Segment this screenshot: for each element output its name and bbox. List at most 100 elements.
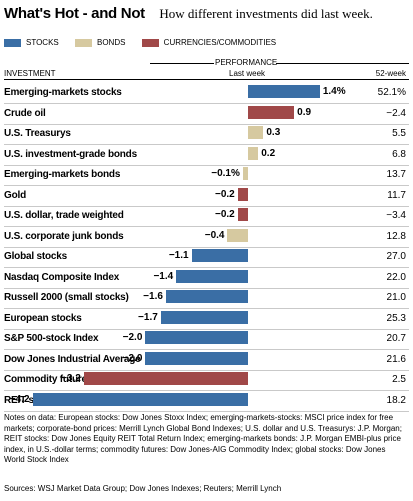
value-label-last-week: −2.0: [122, 352, 143, 364]
row-global-stocks: Global stocks −1.1 27.0: [4, 245, 409, 268]
legend-swatch-stocks: [4, 39, 21, 48]
row-u-s-investment-grade-bonds: U.S. investment-grade bonds 0.2 6.8: [4, 143, 409, 166]
notes: Notes on data: European stocks: Dow Jone…: [4, 413, 402, 464]
row-label: Emerging-markets bonds: [4, 169, 121, 180]
value-label-last-week: −0.2: [215, 209, 235, 220]
row-u-s-corporate-junk-bonds: U.S. corporate junk bonds −0.4 12.8: [4, 225, 409, 248]
value-label-last-week: −1.7: [138, 311, 158, 323]
value-52-week: 22.0: [386, 271, 406, 283]
value-52-week: 18.2: [386, 394, 406, 406]
legend-item-bonds: BONDS: [74, 38, 126, 48]
value-label-last-week: −1.6: [143, 291, 163, 302]
value-52-week: 27.0: [386, 251, 406, 262]
bar-u-s-investment-grade-bonds: [248, 146, 259, 160]
row-russell-2000-small-stocks: Russell 2000 (small stocks) −1.6 21.0: [4, 286, 409, 309]
bar-emerging-markets-bonds: [242, 167, 248, 180]
performance-rule-left: [150, 63, 214, 64]
row-label: U.S. dollar, trade weighted: [4, 210, 124, 221]
bar-nasdaq-composite-index: [176, 269, 248, 283]
bar-global-stocks: [191, 249, 248, 262]
value-label-last-week: 0.3: [266, 127, 281, 138]
value-label-last-week: −4.2: [9, 393, 30, 405]
performance-group-header: PERFORMANCE: [215, 58, 278, 67]
value-label-last-week: −1.4: [153, 270, 174, 282]
bar-reit-stocks: [32, 392, 248, 406]
legend: STOCKS BONDS CURRENCIES/COMMODITIES: [4, 38, 290, 50]
legend-label-commodities: CURRENCIES/COMMODITIES: [163, 38, 277, 48]
value-52-week: 21.0: [386, 292, 406, 303]
row-label: U.S. investment-grade bonds: [4, 148, 137, 160]
bar-european-stocks: [160, 310, 248, 324]
row-nasdaq-composite-index: Nasdaq Composite Index −1.4 22.0: [4, 266, 409, 289]
column-header-investment: INVESTMENT: [4, 69, 56, 78]
row-label: Global stocks: [4, 251, 67, 262]
value-52-week: 2.5: [392, 374, 406, 385]
row-u-s-treasurys: U.S. Treasurys 0.3 5.5: [4, 122, 409, 145]
value-52-week: 6.8: [392, 148, 406, 160]
header: What's Hot - and Not How different inves…: [4, 5, 373, 25]
bar-u-s-treasurys: [248, 126, 264, 139]
sources: Sources: WSJ Market Data Group; Dow Jone…: [4, 484, 282, 493]
value-label-last-week: −1.1: [168, 250, 189, 261]
row-label: U.S. corporate junk bonds: [4, 230, 124, 242]
value-label-last-week: −2.0: [122, 332, 143, 343]
value-label-last-week: 0.9: [297, 106, 312, 118]
value-52-week: 52.1%: [377, 87, 406, 98]
performance-rule-right: [276, 63, 409, 64]
row-label: Russell 2000 (small stocks): [4, 292, 129, 303]
legend-label-bonds: BONDS: [96, 38, 126, 48]
bar-emerging-markets-stocks: [248, 85, 320, 98]
value-52-week: 21.6: [386, 353, 406, 365]
row-label: Commodity futures: [4, 374, 93, 385]
value-label-last-week: −3.2: [61, 373, 81, 384]
value-52-week: 5.5: [392, 128, 406, 139]
value-52-week: −3.4: [386, 210, 406, 221]
row-label: Crude oil: [4, 107, 46, 119]
value-label-last-week: −0.2: [215, 188, 235, 200]
row-reit-stocks: REIT stocks −4.2 18.2: [4, 389, 409, 412]
value-52-week: 25.3: [386, 312, 406, 324]
row-label: European stocks: [4, 312, 82, 324]
chart-title: What's Hot - and Not: [4, 5, 145, 22]
legend-item-stocks: STOCKS: [4, 38, 59, 47]
value-label-last-week: −0.4: [204, 229, 225, 241]
value-52-week: 11.7: [387, 189, 406, 201]
column-header-last-week: Last week: [229, 69, 266, 78]
row-label: Nasdaq Composite Index: [4, 271, 120, 283]
bar-u-s-corporate-junk-bonds: [227, 228, 248, 242]
row-label: Emerging-markets stocks: [4, 87, 122, 98]
row-emerging-markets-stocks: Emerging-markets stocks 1.4% 52.1%: [4, 81, 409, 104]
row-label: U.S. Treasurys: [4, 128, 71, 139]
legend-item-commodities: CURRENCIES/COMMODITIES: [141, 38, 277, 48]
column-header-52-week: 52-week: [375, 69, 406, 78]
row-label: REIT stocks: [4, 394, 60, 406]
bar-dow-jones-industrial-average: [145, 351, 248, 365]
value-52-week: 20.7: [386, 333, 406, 344]
row-european-stocks: European stocks −1.7 25.3: [4, 307, 409, 330]
bar-gold: [237, 187, 248, 201]
row-emerging-markets-bonds: Emerging-markets bonds −0.1% 13.7: [4, 163, 409, 186]
bar-s-p-500-stock-index: [145, 331, 248, 344]
bar-commodity-futures: [83, 372, 248, 385]
bar-crude-oil: [248, 105, 295, 119]
row-gold: Gold −0.2 11.7: [4, 184, 409, 207]
row-crude-oil: Crude oil 0.9 −2.4: [4, 102, 409, 125]
row-label: S&P 500-stock Index: [4, 333, 99, 344]
bar-russell-2000-small-stocks: [165, 290, 248, 303]
row-u-s-dollar-trade-weighted: U.S. dollar, trade weighted −0.2 −3.4: [4, 204, 409, 227]
value-label-last-week: −0.1%: [211, 168, 240, 179]
legend-label-stocks: STOCKS: [26, 38, 59, 48]
header-rule: [4, 79, 409, 80]
value-52-week: 13.7: [386, 169, 406, 180]
bar-u-s-dollar-trade-weighted: [237, 208, 248, 221]
row-label: Gold: [4, 189, 26, 201]
row-s-p-500-stock-index: S&P 500-stock Index −2.0 20.7: [4, 327, 409, 350]
row-dow-jones-industrial-average: Dow Jones Industrial Average −2.0 21.6: [4, 348, 409, 371]
legend-swatch-commodities: [141, 39, 159, 48]
value-label-last-week: 0.2: [261, 147, 276, 159]
legend-swatch-bonds: [74, 39, 92, 48]
value-label-last-week: 1.4%: [322, 86, 346, 97]
row-commodity-futures: Commodity futures −3.2 2.5: [4, 368, 409, 391]
value-52-week: −2.4: [386, 107, 406, 119]
value-52-week: 12.8: [386, 230, 406, 242]
